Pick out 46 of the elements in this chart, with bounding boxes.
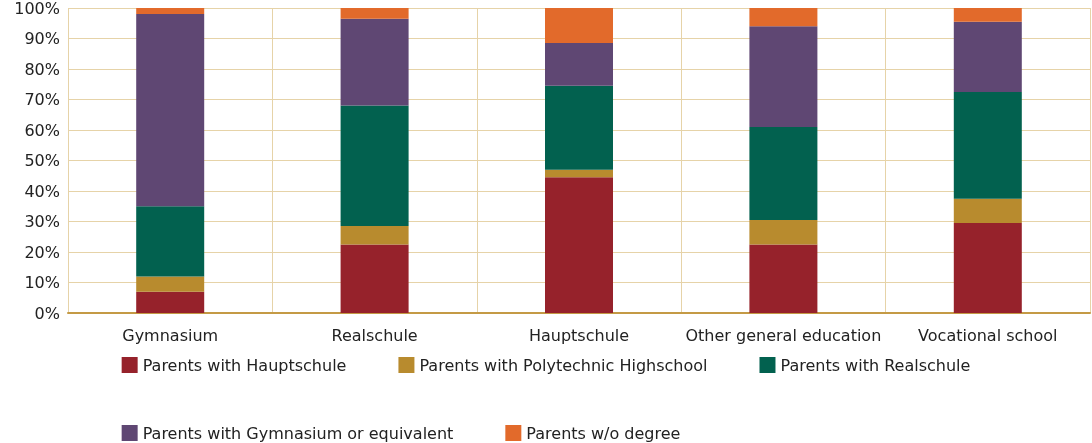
y-tick-label: 100%: [14, 0, 60, 18]
y-tick-label: 80%: [24, 59, 60, 79]
bar: [749, 219, 818, 245]
y-tick-label: 70%: [24, 90, 60, 109]
bar: [340, 18, 409, 106]
legend-label: Parents with Hauptschule: [142, 355, 347, 375]
bar: [136, 206, 205, 277]
legend-label: Parents w/o degree: [526, 423, 681, 443]
legend-label: Parents with Realschule: [780, 355, 971, 375]
bar: [545, 43, 613, 86]
y-tick-label: 10%: [24, 273, 60, 292]
y-tick-label: 50%: [24, 151, 60, 170]
x-tick-label: Realschule: [331, 325, 418, 345]
bar: [340, 226, 409, 245]
bar: [953, 198, 1022, 224]
bar: [749, 126, 818, 220]
bar: [340, 244, 409, 313]
bar: [749, 26, 818, 127]
x-tick-label: Hauptschule: [528, 325, 630, 345]
x-tick-label: Other general education: [685, 325, 882, 345]
bar: [545, 8, 613, 44]
legend-label: Parents with Polytechnic Highschool: [419, 355, 708, 375]
y-tick-label: 90%: [24, 29, 60, 48]
x-tick-label: Vocational school: [918, 325, 1058, 345]
x-tick-label: Gymnasium: [122, 325, 219, 345]
y-tick-label: 40%: [24, 181, 60, 201]
bar: [545, 85, 613, 170]
bar: [340, 8, 409, 19]
bar: [545, 169, 613, 178]
bar: [749, 244, 818, 313]
bar: [545, 177, 613, 313]
bar: [953, 8, 1022, 22]
y-tick-label: 20%: [24, 242, 60, 262]
y-tick-label: 30%: [24, 212, 60, 231]
bar: [136, 291, 205, 313]
y-tick-label: 0%: [34, 303, 60, 323]
legend-label: Parents with Gymnasium or equivalent: [142, 423, 454, 443]
bar: [953, 21, 1022, 92]
bar: [953, 91, 1022, 199]
bar: [136, 276, 205, 292]
bar: [953, 223, 1022, 313]
bar: [340, 105, 409, 227]
bar: [749, 8, 818, 27]
bar: [136, 14, 205, 207]
bar: [136, 8, 205, 15]
y-tick-label: 60%: [24, 120, 60, 140]
